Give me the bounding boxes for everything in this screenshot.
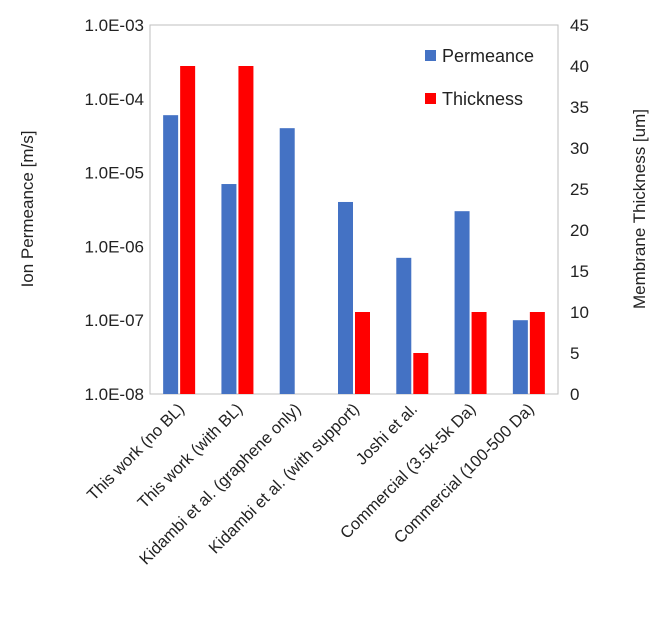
left-axis-title: Ion Permeance [m/s]	[18, 131, 37, 288]
legend-thickness-label: Thickness	[442, 89, 523, 109]
bar-thickness	[238, 66, 254, 394]
right-tick-label: 5	[570, 344, 579, 363]
right-tick-label: 20	[570, 221, 589, 240]
right-tick-label: 45	[570, 16, 589, 35]
right-tick-label: 30	[570, 139, 589, 158]
bar-thickness	[355, 312, 370, 394]
bar-thickness	[413, 353, 429, 394]
bars	[163, 66, 545, 395]
bar-permeance	[454, 211, 470, 394]
left-tick-label: 1.0E-08	[84, 385, 144, 404]
legend-permeance-label: Permeance	[442, 46, 534, 66]
right-tick-label: 25	[570, 180, 589, 199]
right-tick-label: 35	[570, 98, 589, 117]
legend: Permeance Thickness	[425, 46, 534, 109]
right-axis-ticks: 0 5 10 15 20 25 30 35 40 45	[570, 16, 589, 404]
bar-thickness	[529, 312, 545, 394]
bar-permeance	[163, 115, 179, 395]
category-label: This work (with BL)	[134, 400, 246, 512]
plot-area	[149, 24, 559, 395]
right-tick-label: 0	[570, 385, 579, 404]
bar-thickness	[471, 312, 487, 394]
bar-thickness	[180, 66, 196, 394]
left-tick-label: 1.0E-03	[84, 16, 144, 35]
bar-permeance	[221, 184, 237, 394]
left-tick-label: 1.0E-05	[84, 164, 144, 183]
bar-permeance	[512, 320, 528, 394]
left-axis-ticks: 1.0E-08 1.0E-07 1.0E-06 1.0E-05 1.0E-04 1.0E-…	[84, 16, 144, 404]
right-tick-label: 40	[570, 57, 589, 76]
right-tick-label: 10	[570, 303, 589, 322]
category-labels: This work (no BL)This work (with BL)Kida…	[84, 400, 538, 568]
right-axis-title: Membrane Thickness [um]	[630, 109, 649, 309]
bar-permeance	[338, 201, 353, 394]
legend-thickness-swatch	[425, 93, 436, 104]
category-label: This work (no BL)	[84, 400, 188, 504]
left-tick-label: 1.0E-07	[84, 311, 144, 330]
left-tick-label: 1.0E-06	[84, 237, 144, 256]
left-tick-label: 1.0E-04	[84, 90, 144, 109]
legend-permeance-swatch	[425, 50, 436, 61]
bar-permeance	[279, 128, 295, 395]
bar-permeance	[396, 257, 412, 394]
right-tick-label: 15	[570, 262, 589, 281]
